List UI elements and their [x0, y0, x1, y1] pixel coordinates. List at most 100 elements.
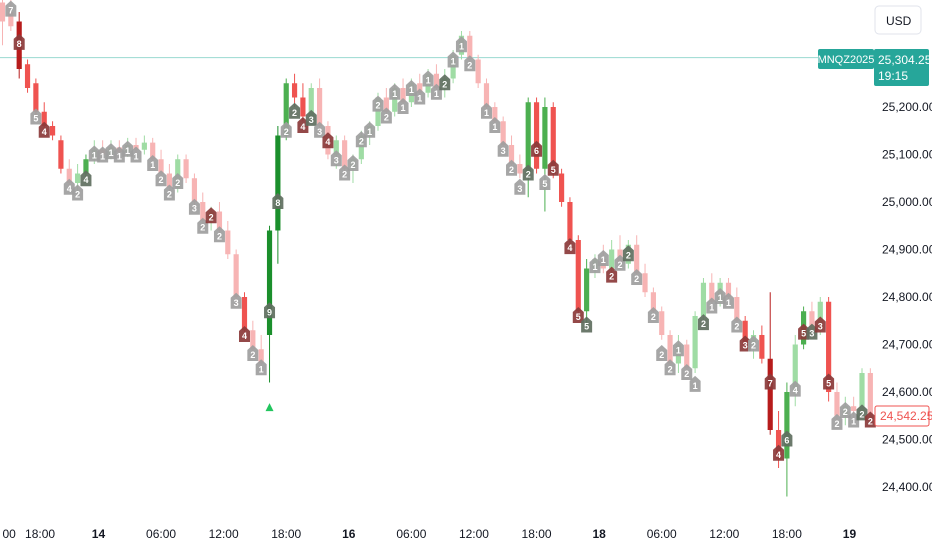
count-tag-label: 4	[300, 122, 305, 132]
count-tag-shape	[689, 375, 701, 392]
count-tag-shape	[389, 83, 401, 100]
count-tag: 3	[497, 140, 509, 157]
count-tag-label: 2	[359, 136, 364, 146]
candle-body	[692, 316, 698, 369]
candle-body	[575, 240, 581, 312]
count-tag-label: 1	[392, 89, 397, 99]
count-tag-shape	[664, 359, 676, 376]
count-tag: 2	[280, 121, 292, 138]
candle-body	[767, 358, 773, 430]
candle-body	[58, 140, 64, 169]
candle-body	[483, 83, 490, 107]
count-tag: 2	[464, 55, 476, 72]
price-tick-label: 25,000.00	[882, 195, 932, 209]
count-tag-label: 1	[601, 255, 606, 265]
candle-body	[559, 173, 565, 202]
count-tag: 2	[172, 173, 184, 190]
count-tag-label: 2	[175, 178, 180, 188]
time-tick-label: 06:00	[647, 527, 677, 541]
candle-body	[216, 211, 223, 231]
count-tag: 5	[572, 307, 584, 323]
count-tag-shape	[188, 198, 200, 215]
count-tag-shape	[672, 340, 684, 357]
count-tag-label: 7	[768, 379, 773, 389]
count-tag-label: 1	[693, 381, 698, 391]
count-tag: 1	[480, 102, 492, 119]
candle	[642, 263, 648, 297]
count-tag: 2	[163, 184, 175, 201]
count-tag-shape	[213, 226, 225, 243]
count-tag: 1	[430, 83, 442, 100]
price-axis[interactable]: 25,200.00 25,100.00 25,000.00 24,900.00 24,8…	[882, 100, 932, 494]
count-tag-shape	[297, 117, 309, 133]
count-tag: 2	[656, 345, 668, 361]
candle-body	[250, 330, 256, 350]
count-tag: 2	[606, 266, 618, 283]
count-tag-label: 1	[676, 345, 681, 355]
count-tag: 2	[506, 159, 518, 176]
count-tag-label: 2	[75, 189, 80, 199]
count-tag-label: 3	[192, 204, 197, 214]
count-tag: 2	[247, 345, 259, 361]
count-tag-label: 2	[167, 189, 172, 199]
candle-body	[525, 102, 531, 174]
count-tag: 4	[564, 238, 576, 255]
candle-body	[75, 173, 81, 183]
candle	[225, 221, 231, 259]
candle-body	[392, 88, 398, 112]
time-tick-label: 06:00	[396, 527, 426, 541]
count-tag-shape	[506, 159, 518, 176]
count-tag-shape	[480, 102, 492, 119]
time-tick-label: 16	[342, 527, 356, 541]
count-tag: 5	[547, 159, 559, 176]
bar-countdown: 19:15	[878, 69, 908, 83]
count-tag-shape	[798, 323, 810, 340]
count-tag-label: 2	[626, 250, 631, 260]
currency-button[interactable]: USD	[874, 5, 922, 35]
candle-body	[817, 301, 823, 331]
time-tick-label: 18	[592, 527, 606, 541]
candle-body	[775, 430, 782, 459]
count-tag-label: 4	[793, 386, 798, 396]
count-tag: 1	[405, 79, 417, 96]
count-tag-label: 8	[17, 39, 22, 49]
time-tick-label: 12:00	[709, 527, 739, 541]
time-axis[interactable]: 00 18:00 14 06:00 12:00 18:00 16 06:00 12:00 18:0…	[3, 527, 857, 541]
count-tag-shape	[289, 102, 301, 119]
count-tag: 6	[531, 140, 543, 157]
count-tag-shape	[839, 402, 851, 418]
count-tag-shape	[72, 184, 84, 201]
candle	[533, 97, 540, 174]
price-tick-label: 24,900.00	[882, 243, 932, 257]
count-tag: 2	[197, 217, 209, 234]
count-tag-label: 3	[809, 329, 814, 339]
count-tag-shape	[422, 70, 434, 87]
candle	[700, 278, 707, 321]
count-tag-label: 1	[709, 303, 714, 313]
candle-body	[508, 145, 515, 164]
candle-body	[258, 349, 264, 364]
count-tag: 1	[122, 140, 134, 157]
candle	[559, 168, 565, 207]
count-tag-label: 1	[592, 262, 597, 272]
price-tick-label: 24,800.00	[882, 290, 932, 304]
count-tag-label: 2	[292, 108, 297, 118]
count-tag-label: 1	[150, 160, 155, 170]
count-tag-shape	[163, 184, 175, 201]
count-tag: 3	[230, 292, 242, 309]
candle	[767, 292, 773, 435]
count-tag-label: 2	[659, 350, 664, 360]
count-tag: 1	[597, 250, 609, 266]
count-tag-shape	[80, 170, 92, 187]
count-tag-label: 2	[834, 419, 839, 429]
count-tag: 7	[5, 0, 17, 17]
candle-body	[667, 335, 673, 364]
count-tag: 9	[264, 302, 276, 319]
count-tag-label: 2	[859, 409, 864, 419]
count-tag: 1	[589, 257, 601, 274]
candle-body	[550, 107, 556, 174]
candle-body	[41, 111, 47, 126]
count-tag-label: 5	[801, 329, 806, 339]
candle	[542, 97, 548, 212]
